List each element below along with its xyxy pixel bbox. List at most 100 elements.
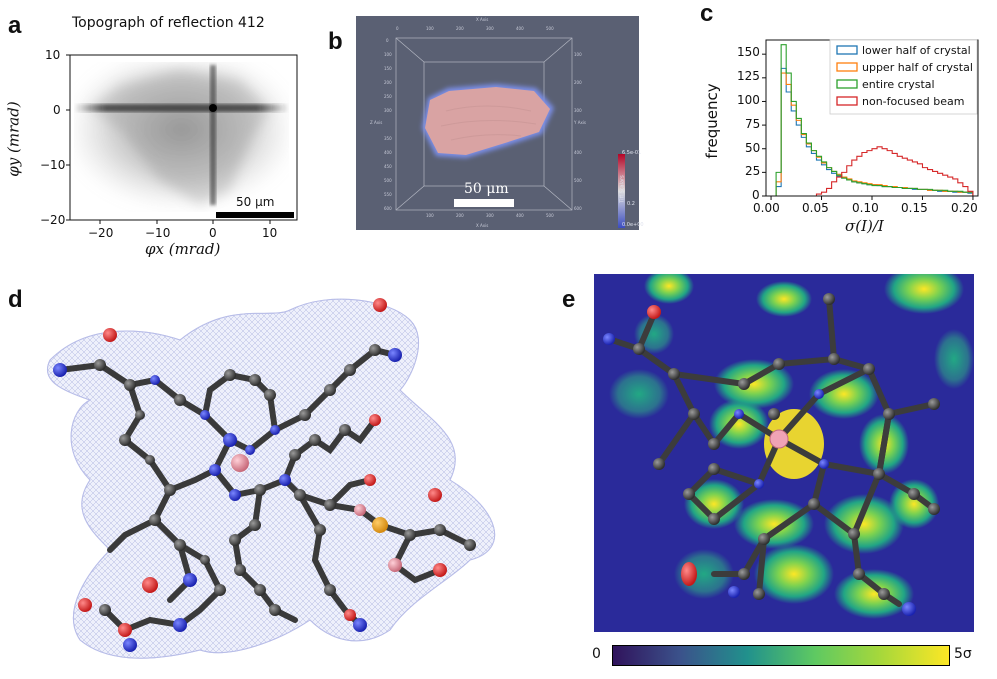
c-xtick-label: 0.20	[951, 201, 978, 215]
a-xtick-1: −20	[88, 226, 114, 240]
panel-label-a: a	[8, 12, 22, 39]
b-top-tick: 0	[396, 26, 399, 31]
b-x-axis-label-top: X Axis	[476, 17, 489, 22]
c-ytick-label: 125	[737, 69, 760, 83]
b-side-tick: 250	[384, 94, 392, 99]
legend-swatch-1	[836, 62, 858, 72]
legend-swatch-2	[836, 79, 858, 89]
c-ytick-label: 0	[752, 188, 760, 202]
a-ytick-1: 10	[45, 48, 61, 62]
b-side-tick: 400	[384, 150, 392, 155]
volume-render-viewport: X Axis X Axis Z Axis Y Axis 0 100 200 30…	[356, 16, 644, 230]
b-side-tick: 550	[384, 192, 392, 197]
b-top-tick: 500	[546, 26, 554, 31]
legend-swatch-3	[836, 96, 858, 106]
panel-a-title: Topograph of reflection 412	[72, 15, 265, 31]
cobalt-atom	[231, 454, 249, 472]
density-mesh	[47, 298, 496, 659]
colorbar-b-mid: 0.2	[627, 201, 635, 207]
b-bottom-tick: 400	[516, 213, 524, 218]
legend-swatch-0	[836, 45, 858, 55]
series-line-3	[771, 146, 974, 197]
b-top-tick: 400	[516, 26, 524, 31]
c-ytick-label: 50	[745, 141, 761, 155]
b-top-tick: 100	[426, 26, 434, 31]
b-rside-tick: 100	[574, 52, 582, 57]
c-ytick-label: 25	[745, 164, 761, 178]
b-bottom-tick: 200	[456, 213, 464, 218]
panel-label-d: d	[8, 286, 23, 313]
a-xtick-2: −10	[145, 226, 171, 240]
b-y-axis-label: Y Axis	[574, 120, 587, 125]
b-side-tick: 300	[384, 108, 392, 113]
c-xtick-label: 0.00	[753, 201, 780, 215]
scalebar-a-label: 50 μm	[236, 195, 275, 209]
colorbar-b-min: 0.0e+00	[622, 222, 644, 228]
legend-label-lower: lower half of crystal	[862, 44, 971, 57]
colorbar-b-max: 6.5e-01	[622, 150, 642, 156]
a-ytick-4: −20	[40, 213, 66, 227]
b-rside-tick: 300	[574, 108, 582, 113]
colorbar-b-title: Tiff Scalars	[619, 175, 626, 203]
molecular-structure-density-mesh	[47, 298, 496, 659]
legend-box	[829, 39, 978, 115]
density-peaks	[609, 274, 974, 619]
b-z-axis-label: Z Axis	[370, 120, 383, 125]
colorbar-e-min: 0	[592, 646, 601, 662]
b-top-tick: 200	[456, 26, 464, 31]
b-side-tick: 350	[384, 136, 392, 141]
scalebar-a	[216, 212, 294, 218]
b-side-tick: 100	[384, 52, 392, 57]
a-xtick-4: 10	[262, 226, 278, 240]
panel-label-c: c	[700, 0, 714, 27]
colorbar-e	[612, 645, 950, 666]
colorbar-e-max: 5σ	[954, 646, 972, 662]
crystal-volume	[425, 87, 550, 155]
c-xtick-label: 0.05	[802, 201, 829, 215]
panel-label-b: b	[328, 28, 343, 55]
panel-label-e: e	[562, 286, 576, 313]
b-rside-tick: 200	[574, 80, 582, 85]
a-ytick-3: −10	[40, 158, 66, 172]
central-peak	[209, 104, 217, 112]
legend-label-upper: upper half of crystal	[862, 61, 973, 74]
a-xlabel: φx (mrad)	[145, 240, 221, 258]
b-side-tick: 450	[384, 164, 392, 169]
topograph-plot	[66, 54, 298, 224]
phosphorus-atom	[372, 517, 388, 533]
b-side-tick: 500	[384, 178, 392, 183]
c-ylabel: frequency	[703, 83, 721, 159]
b-bottom-tick: 300	[486, 213, 494, 218]
c-xlabel: σ(I)/I	[845, 217, 884, 235]
b-bottom-tick: 500	[546, 213, 554, 218]
b-side-tick: 0	[386, 38, 389, 43]
b-rside-tick: 600	[574, 206, 582, 211]
b-x-axis-label-bottom: X Axis	[476, 223, 489, 228]
horizontal-streak	[74, 104, 289, 112]
atoms-e	[603, 293, 940, 616]
b-rside-tick: 500	[574, 178, 582, 183]
legend-label-entire: entire crystal	[862, 78, 935, 91]
cobalt-atom-e	[769, 429, 789, 449]
b-side-tick: 150	[384, 66, 392, 71]
a-ylabel: φy (mrad)	[4, 101, 23, 177]
c-ytick-label: 75	[745, 117, 761, 131]
scalebar-b	[454, 199, 514, 207]
a-xtick-3: 0	[209, 226, 217, 240]
series-line-2	[771, 44, 974, 197]
legend	[829, 39, 978, 115]
b-side-tick: 200	[384, 80, 392, 85]
b-top-tick: 300	[486, 26, 494, 31]
vertical-streak	[210, 65, 216, 205]
a-ytick-2: 0	[53, 103, 61, 117]
c-xtick-label: 0.10	[852, 201, 879, 215]
histogram-chart	[762, 39, 979, 200]
atoms	[53, 298, 476, 652]
c-xtick-label: 0.15	[901, 201, 928, 215]
colorbar-b	[618, 154, 625, 228]
c-ytick-label: 100	[737, 93, 760, 107]
b-rside-tick: 400	[574, 150, 582, 155]
b-bottom-tick: 100	[426, 213, 434, 218]
legend-label-nonfocused: non-focused beam	[862, 95, 965, 108]
c-ytick-label: 150	[737, 45, 760, 59]
